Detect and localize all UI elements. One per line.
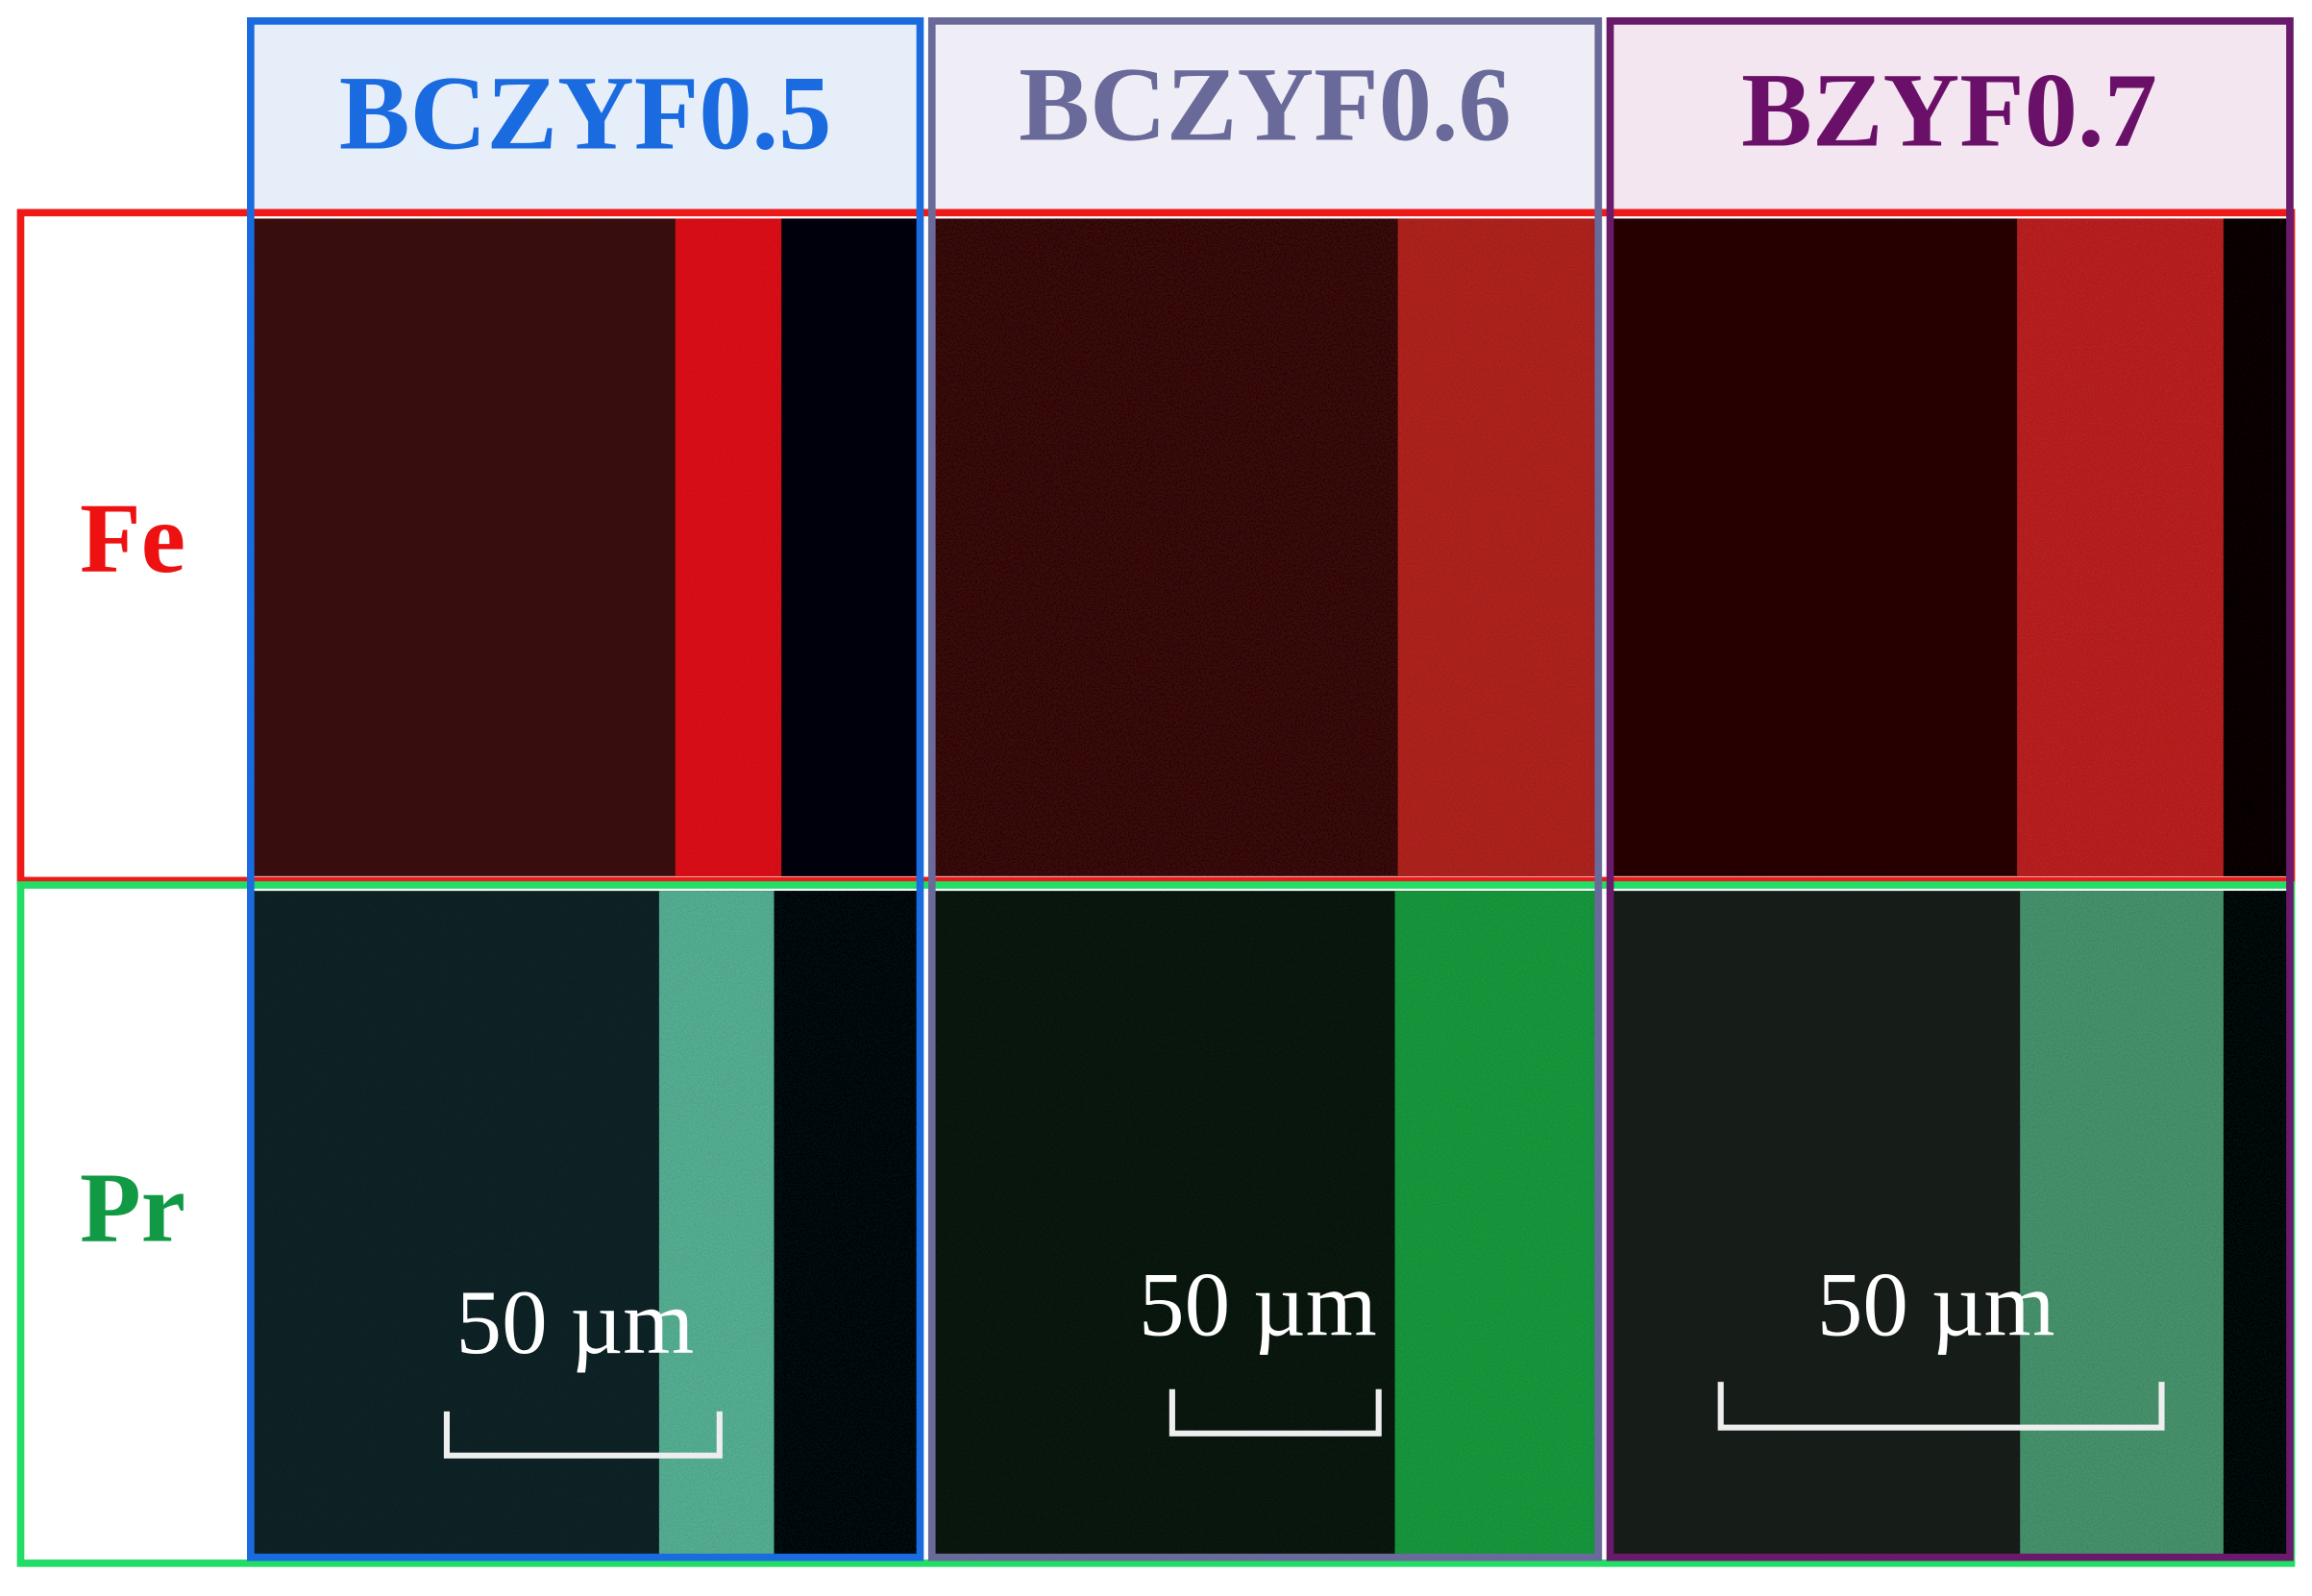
column-frame	[247, 17, 924, 1561]
scale-bar-label: 50 µm	[456, 1271, 695, 1373]
map-layer	[2020, 891, 2224, 1555]
column-label: BZYF0.7	[1741, 52, 2157, 169]
map-layer	[781, 218, 918, 876]
row-label: Pr	[80, 1152, 185, 1264]
column-label: BCZYF0.5	[339, 55, 831, 172]
map-layer	[2017, 218, 2224, 876]
column-frame	[927, 17, 1603, 1561]
header-bg	[1610, 20, 2290, 211]
scale-bar	[443, 1411, 723, 1459]
map-layer	[675, 218, 782, 876]
scale-bar-label: 50 µm	[1139, 1253, 1377, 1355]
map-layer	[1397, 218, 1596, 876]
header-bg	[931, 20, 1599, 211]
row-label: Fe	[80, 482, 185, 594]
column-label: BCZYF0.6	[1019, 45, 1511, 162]
scale-bar-label: 50 µm	[1817, 1253, 2055, 1355]
scale-bar	[1168, 1388, 1382, 1436]
scale-bar	[1717, 1382, 2165, 1431]
fe-maps	[253, 218, 2287, 876]
map-layer	[2223, 891, 2287, 1555]
map-layer	[774, 891, 918, 1555]
map-layer	[2223, 218, 2287, 876]
map-layer	[1394, 891, 1596, 1555]
header-bg	[250, 20, 921, 211]
column-frame	[1606, 17, 2294, 1561]
